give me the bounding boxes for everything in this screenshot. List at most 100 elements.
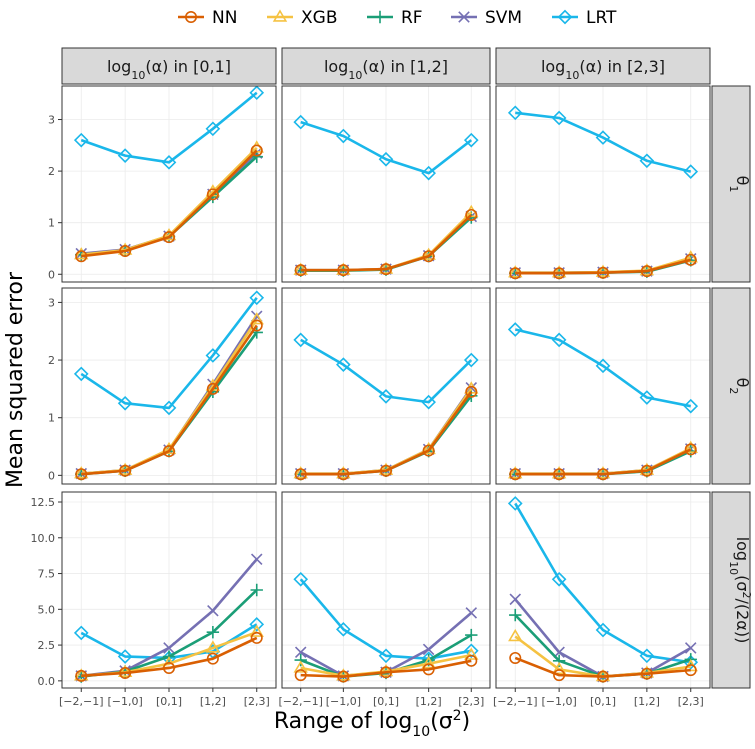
data-point-xgb (639, 665, 655, 678)
x-tick-label: [−1,0] (107, 695, 142, 708)
data-point-nn (509, 468, 522, 481)
series-nn (75, 631, 263, 682)
data-point-xgb (205, 640, 221, 653)
x-tick-label: [1,2] (200, 695, 226, 708)
legend-item-xgb: XGB (267, 8, 337, 28)
data-point-lrt (293, 571, 309, 587)
data-point-lrt (378, 648, 394, 664)
data-point-nn (509, 267, 522, 280)
column-strips: log10(α) in [0,1] log10(α) in [1,2] log10(… (61, 47, 711, 85)
data-point-svm (294, 646, 307, 658)
column-strip-label: log10(α) in [0,1] (107, 57, 231, 82)
data-point-lrt (161, 155, 177, 170)
column-strip-label: log10(α) in [2,3] (541, 57, 665, 82)
series-line-lrt (515, 111, 692, 173)
data-point-lrt (117, 148, 133, 163)
data-point-nn (422, 250, 435, 263)
data-point-lrt (336, 357, 351, 373)
legend-label: NN (212, 8, 237, 28)
data-point-lrt (639, 390, 655, 405)
legend-xgb-marker (272, 9, 288, 22)
data-point-nn (684, 664, 697, 677)
data-point-svm (509, 593, 522, 606)
series-lrt (73, 290, 265, 416)
series-nn (294, 385, 478, 481)
x-tick-label: [0,1] (373, 695, 399, 708)
data-point-nn (250, 319, 263, 332)
strip-background (711, 287, 751, 485)
data-point-lrt (507, 105, 523, 121)
series-nn (75, 319, 263, 481)
strip-background (711, 85, 751, 283)
legend-nn-marker (185, 11, 198, 23)
row-strip-3: log10(σ2/(2α)) (711, 491, 754, 689)
series-lrt (293, 114, 479, 181)
y-tick-label: 5.0 (38, 603, 56, 616)
series-line-nn (515, 258, 692, 275)
strip-background (61, 47, 277, 85)
data-point-nn (206, 652, 219, 665)
data-point-lrt (639, 153, 655, 169)
series-nn (294, 208, 478, 277)
y-tick-label: 3 (48, 114, 55, 127)
data-point-xgb (336, 668, 351, 681)
data-point-xgb (378, 663, 394, 677)
data-point-xgb (508, 265, 523, 278)
data-point-nn (119, 666, 132, 679)
data-point-nn (337, 468, 350, 481)
data-point-lrt (161, 400, 177, 416)
data-point-rf (206, 626, 220, 639)
data-point-rf (509, 608, 522, 622)
series-lrt (293, 332, 479, 410)
data-point-lrt (249, 290, 265, 306)
data-point-lrt (249, 85, 265, 101)
data-point-lrt (507, 496, 523, 511)
data-point-nn (553, 468, 566, 481)
x-tick-label: [2,3] (458, 695, 484, 708)
data-point-nn (163, 661, 176, 674)
data-point-nn (509, 651, 522, 664)
panel-r1-c1 (61, 85, 277, 283)
data-point-lrt (507, 322, 523, 337)
data-point-svm (465, 607, 478, 619)
data-point-xgb (508, 466, 523, 479)
data-point-lrt (421, 165, 436, 181)
x-tick-label: [−2,−1] (59, 695, 104, 708)
strip-background (711, 491, 751, 689)
panels (61, 85, 711, 689)
data-point-nn (640, 464, 653, 477)
row-strip-1: θ1 (711, 85, 752, 283)
series-line-lrt (300, 338, 473, 404)
x-tick-label: [1,2] (634, 695, 660, 708)
data-point-xgb (508, 628, 523, 642)
data-point-nn (75, 669, 88, 682)
data-point-lrt (595, 130, 611, 145)
data-point-nn (294, 669, 307, 682)
data-point-lrt (205, 121, 221, 137)
y-tick-label: 10.0 (31, 532, 56, 545)
column-strip-1: log10(α) in [0,1] (61, 47, 277, 85)
data-point-xgb (421, 656, 436, 669)
series-line-lrt (300, 120, 473, 175)
data-point-xgb (683, 440, 698, 453)
y-tick-label: 12.5 (31, 496, 56, 509)
data-point-svm (250, 553, 263, 566)
y-axis-row-2: 0 1 2 3 (48, 296, 62, 482)
panel-r3-c2 (281, 491, 491, 689)
data-point-svm (163, 642, 175, 654)
legend-item-rf: RF (367, 8, 423, 28)
data-point-svm (684, 642, 697, 654)
panel-r2-c2 (281, 287, 491, 485)
y-tick-label: 0.0 (38, 675, 56, 688)
data-point-nn (294, 468, 307, 481)
series-line-lrt (514, 328, 691, 408)
y-axis-row-3: 0.0 2.5 5.0 7.5 10.0 12.5 (31, 496, 62, 688)
data-point-xgb (249, 312, 264, 325)
data-point-xgb (551, 661, 567, 675)
data-point-nn (465, 208, 478, 221)
series-line-lrt (80, 91, 258, 164)
row-strip-label: θ2 (728, 378, 753, 395)
series-nn (509, 443, 697, 481)
data-point-lrt (249, 617, 265, 632)
